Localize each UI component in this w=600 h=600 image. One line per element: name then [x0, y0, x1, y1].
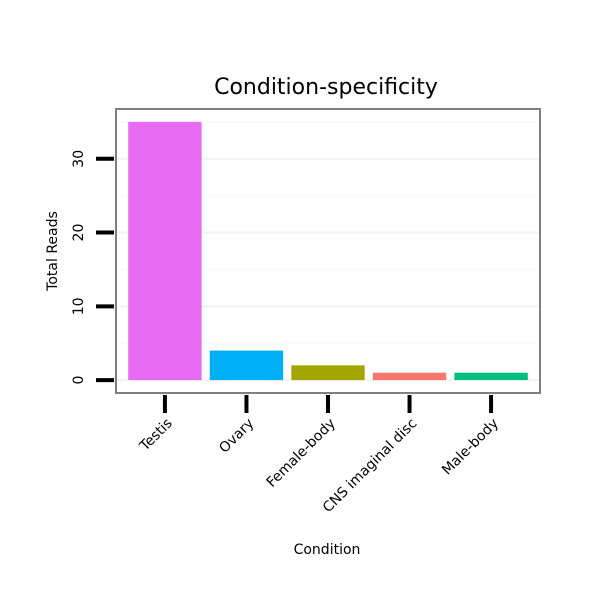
x-tick-label: Female-body	[264, 416, 339, 491]
x-tick-label: Testis	[136, 416, 175, 455]
y-axis-label: Total Reads	[45, 211, 61, 292]
plot-panel-border	[115, 108, 541, 394]
y-tick-label: 20	[71, 224, 87, 242]
x-axis-label: Condition	[294, 542, 361, 558]
bar-ovary	[209, 350, 284, 381]
bar-female-body	[291, 365, 365, 381]
bar-cns-imaginal-disc	[372, 372, 447, 381]
y-tick-label: 10	[71, 297, 87, 315]
x-tick-label: Male-body	[439, 416, 502, 479]
x-tick-label: Ovary	[216, 416, 257, 457]
bar-male-body	[454, 372, 528, 381]
bars	[128, 121, 528, 381]
y-tick-label: 30	[71, 150, 87, 168]
bar-testis	[128, 121, 202, 381]
y-axis: 0 10 20 30	[71, 150, 114, 385]
chart-title: Condition-specificity	[214, 75, 438, 100]
y-tick-label: 0	[71, 376, 87, 385]
